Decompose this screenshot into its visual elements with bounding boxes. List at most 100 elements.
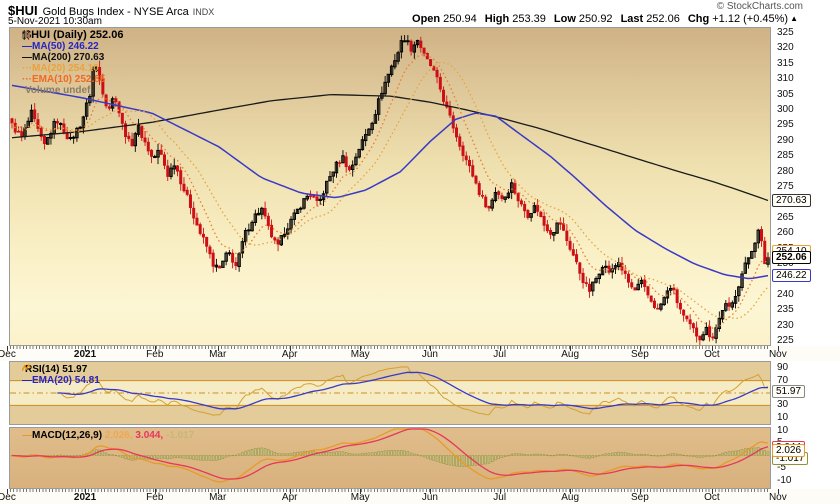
rsi-ema-legend-line: —EMA(20) 54.81 — [22, 375, 100, 386]
price-tick-label: 285 — [777, 150, 794, 162]
chart-datetime: 5-Nov-2021 10:30am — [8, 16, 102, 27]
month-tick — [289, 346, 291, 351]
macd-hist-value: -1.017 — [166, 430, 195, 441]
macd-tick-label: 10 — [777, 424, 789, 436]
macd-plot-area: —MACD(12,26,9) 2.026, 3.044, -1.017 — [9, 427, 771, 489]
price-tick-label: 240 — [777, 288, 794, 300]
month-label: Jun — [421, 349, 438, 360]
high-label: High — [484, 13, 510, 25]
ma50-price-badge: 246.22 — [772, 269, 811, 283]
month-tick — [6, 489, 8, 494]
macd-legend: —MACD(12,26,9) 2.026, 3.044, -1.017 — [22, 430, 194, 441]
month-tick — [154, 346, 156, 351]
high-value: 253.39 — [512, 13, 546, 25]
month-label: Aug — [561, 349, 580, 360]
month-label: Feb — [146, 349, 164, 360]
month-tick — [639, 489, 641, 494]
month-tick — [777, 346, 779, 351]
price-tick-label: 320 — [777, 42, 794, 54]
index-name: Gold Bugs Index - NYSE Arca — [42, 6, 189, 18]
month-tick — [289, 489, 291, 494]
price-tick-label: 315 — [777, 57, 794, 69]
legend-ma20: ···MA(20) 254.10 — [22, 63, 99, 74]
price-tick-label: 325 — [777, 27, 794, 38]
copyright: © StockCharts.com — [716, 1, 803, 12]
month-tick — [85, 346, 87, 351]
month-tick — [711, 346, 713, 351]
macd-value-badge: 2.026 — [772, 443, 806, 457]
price-tick-label: 225 — [777, 335, 794, 346]
month-label: Jun — [421, 492, 438, 503]
rsi-tick-label: 90 — [777, 362, 789, 374]
chg-value: +1.12 (+0.45%) — [712, 13, 789, 25]
price-tick-label: 310 — [777, 73, 794, 85]
date-axis-top: Dec 2021 Feb Mar Apr May Jun Jul Aug Sep Oct Nov — [0, 346, 840, 361]
month-tick — [777, 489, 779, 494]
month-label: Jul — [493, 349, 507, 360]
last-value: 252.06 — [646, 13, 680, 25]
month-label: Jul — [493, 492, 507, 503]
month-label: Mar — [209, 349, 227, 360]
month-label: May — [350, 492, 370, 503]
symbol: $HUI — [8, 3, 38, 18]
month-tick — [85, 489, 87, 494]
month-label: Nov — [768, 349, 787, 360]
month-tick — [570, 346, 572, 351]
rsi-value-badge: 51.97 — [772, 385, 806, 399]
last-price-badge: 252.06 — [772, 251, 811, 265]
month-label: Nov — [768, 492, 787, 503]
month-tick — [570, 489, 572, 494]
month-tick — [429, 346, 431, 351]
rsi-tick-label: 70 — [777, 374, 789, 386]
legend-ma200: —MA(200) 270.63 — [22, 52, 105, 63]
rsi-plot-area: RSI(14) 51.97 —EMA(20) 54.81 — [9, 361, 771, 425]
rsi-panel: RSI(14) 51.97 —EMA(20) 54.81 90 70 30 10 51.… — [0, 361, 840, 425]
last-label: Last — [620, 13, 644, 25]
exchange-code: INDX — [192, 7, 215, 17]
chg-label: Chg — [687, 13, 710, 25]
month-label: Sep — [630, 492, 649, 503]
macd-chart — [10, 428, 770, 483]
month-tick — [499, 489, 501, 494]
month-label: Apr — [281, 492, 298, 503]
price-tick-label: 280 — [777, 165, 794, 177]
month-label: Sep — [630, 349, 649, 360]
macd-tick-label: -5 — [777, 462, 786, 473]
month-tick — [360, 346, 362, 351]
price-legend: $HUI (Daily) 252.06 —MA(50) 246.22 —MA(2… — [22, 30, 123, 96]
legend-title-line: $HUI (Daily) 252.06 — [22, 30, 123, 41]
macd-value: 2.026, — [104, 430, 133, 441]
open-label: Open — [412, 13, 441, 25]
macd-legend-line: —MACD(12,26,9) 2.026, 3.044, -1.017 — [22, 430, 195, 441]
price-tick-label: 230 — [777, 319, 794, 331]
month-tick — [6, 346, 8, 351]
month-tick — [639, 346, 641, 351]
month-tick — [154, 489, 156, 494]
macd-tick-label: -10 — [777, 474, 792, 486]
legend-ema10: ···EMA(10) 252.85 — [22, 74, 106, 85]
month-label: Dec — [0, 349, 16, 360]
price-tick-label: 300 — [777, 104, 794, 115]
price-tick-label: 290 — [777, 134, 794, 146]
month-tick — [217, 346, 219, 351]
price-tick-label: 235 — [777, 304, 794, 316]
date-axis-bottom: Dec 2021 Feb Mar Apr May Jun Jul Aug Sep Oct Nov — [0, 489, 840, 504]
chart-title-row: $HUI Gold Bugs Index - NYSE Arca INDX — [8, 2, 214, 20]
price-tick-label: 275 — [777, 181, 794, 192]
rsi-tick-label: 30 — [777, 399, 789, 411]
month-label: Dec — [0, 492, 16, 503]
macd-panel: —MACD(12,26,9) 2.026, 3.044, -1.017 105-… — [0, 424, 840, 489]
month-tick — [429, 489, 431, 494]
ma200-price-badge: 270.63 — [772, 193, 811, 207]
month-label: May — [350, 349, 370, 360]
month-label: Oct — [704, 492, 720, 503]
month-label: 2021 — [73, 492, 97, 503]
month-label: Apr — [281, 349, 298, 360]
month-label: Aug — [561, 492, 580, 503]
rsi-legend-line: RSI(14) 51.97 — [22, 364, 100, 375]
month-tick — [217, 489, 219, 494]
rsi-legend: RSI(14) 51.97 —EMA(20) 54.81 — [22, 364, 100, 386]
price-panel: $HUI (Daily) 252.06 —MA(50) 246.22 —MA(2… — [0, 27, 840, 346]
month-tick — [499, 346, 501, 351]
